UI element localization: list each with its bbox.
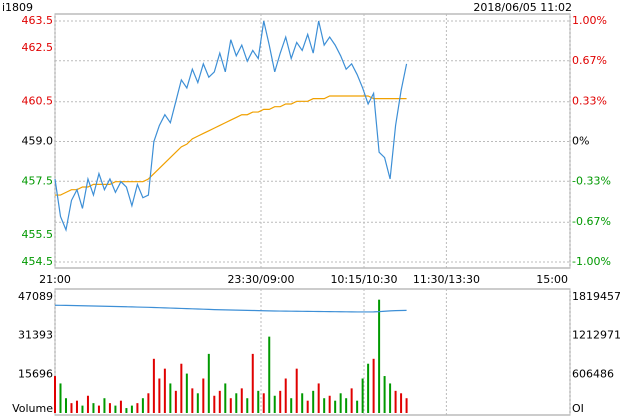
y-tick-label: 459.0	[22, 135, 54, 148]
volume-bar	[207, 353, 210, 413]
volume-bar	[218, 390, 221, 413]
volume-bar	[257, 390, 260, 413]
volume-bar	[163, 368, 166, 413]
volume-bar	[394, 390, 397, 413]
y2-tick-label: -1.00%	[572, 255, 611, 268]
volume-bar	[328, 395, 331, 413]
volume-bar	[383, 376, 386, 413]
y-tick-label: 460.5	[22, 94, 54, 107]
volume-bar	[125, 408, 128, 413]
volume-bar	[130, 405, 133, 413]
volume-bar	[136, 403, 139, 413]
y-tick-label: 462.5	[22, 41, 54, 54]
y-tick-label: 463.5	[22, 14, 54, 27]
y2-label: OI	[572, 402, 584, 415]
volume-bar	[103, 398, 106, 413]
y-tick-label: 15696	[18, 367, 53, 380]
volume-bar	[191, 388, 194, 413]
volume-bar	[350, 388, 353, 413]
datetime: 2018/06/05 11:02	[473, 1, 572, 14]
oi-line	[54, 304, 407, 313]
volume-bar	[306, 400, 309, 413]
volume-bar	[229, 398, 232, 413]
volume-bar	[323, 398, 326, 413]
volume-bar	[405, 398, 408, 413]
volume-bar	[147, 393, 150, 413]
volume-bar	[262, 393, 265, 413]
y-tick-label: 454.5	[22, 255, 54, 268]
y2-tick-label: 0%	[572, 135, 589, 148]
volume-bar	[64, 398, 67, 413]
volume-bar	[97, 405, 100, 413]
volume-bar	[279, 390, 282, 413]
volume-bar	[240, 388, 243, 413]
y2-tick-label: 1.00%	[572, 14, 607, 27]
volume-bar	[70, 403, 73, 413]
volume-bar	[251, 353, 254, 413]
volume-bar	[339, 393, 342, 413]
volume-bar	[290, 398, 293, 413]
y-tick-label: 457.5	[22, 175, 54, 188]
price-line	[55, 95, 407, 196]
volume-bar	[345, 398, 348, 413]
volume-bar	[284, 378, 287, 413]
y2-tick-label: 0.67%	[572, 54, 607, 67]
volume-bar	[119, 400, 122, 413]
volume-bar	[180, 363, 183, 413]
volume-bar	[202, 378, 205, 413]
y-tick-label: 455.5	[22, 228, 54, 241]
volume-bar	[59, 383, 62, 413]
price-line	[54, 20, 408, 232]
volume-bar	[224, 383, 227, 413]
volume-bar	[174, 390, 177, 413]
volume-bar	[301, 393, 304, 413]
volume-bar	[92, 403, 95, 413]
volume-bar	[114, 405, 117, 413]
volume-bar	[75, 400, 78, 413]
y2-tick-label: 1212971	[572, 329, 620, 342]
volume-bar	[356, 400, 359, 413]
volume-bar	[246, 398, 249, 413]
y-label: Volume	[12, 402, 53, 415]
volume-bar	[273, 395, 276, 413]
x-tick-label: 21:00	[39, 273, 71, 286]
volume-bar	[141, 398, 144, 413]
x-tick-label: 23:30/09:00	[227, 273, 294, 286]
volume-bar	[389, 383, 392, 413]
volume-bar	[213, 395, 216, 413]
y2-tick-label: -0.67%	[572, 215, 611, 228]
y-tick-label: 47089	[18, 290, 53, 303]
volume-bar	[361, 378, 364, 413]
volume-bar	[169, 383, 172, 413]
volume-bar	[378, 299, 381, 413]
volume-frame	[54, 288, 571, 416]
volume-bar	[185, 373, 188, 413]
volume-bar	[312, 390, 315, 413]
volume-bar	[372, 358, 375, 413]
volume-bar	[108, 403, 111, 413]
y-tick-label: 31393	[18, 329, 53, 342]
y2-tick-label: 0.33%	[572, 95, 607, 108]
volume-bar	[317, 383, 320, 413]
volume-bar	[334, 400, 337, 413]
y2-tick-label: 1819457	[572, 290, 620, 303]
volume-bar	[196, 393, 199, 413]
x-tick-label: 11:30/13:30	[413, 273, 480, 286]
volume-bar	[54, 376, 56, 413]
volume-bar	[295, 368, 298, 413]
y2-tick-label: -0.33%	[572, 174, 611, 187]
volume-bar	[158, 378, 161, 413]
volume-bar	[235, 393, 238, 413]
volume-bar	[86, 395, 89, 413]
y2-tick-label: 606486	[572, 367, 614, 380]
x-tick-label: 10:15/10:30	[330, 273, 397, 286]
volume-bar	[400, 393, 403, 413]
volume-bar	[81, 405, 84, 413]
volume-bar	[152, 358, 155, 413]
volume-bar	[367, 363, 370, 413]
volume-bar	[268, 336, 271, 413]
x-tick-label: 15:00	[536, 273, 568, 286]
symbol: i1809	[2, 1, 33, 14]
